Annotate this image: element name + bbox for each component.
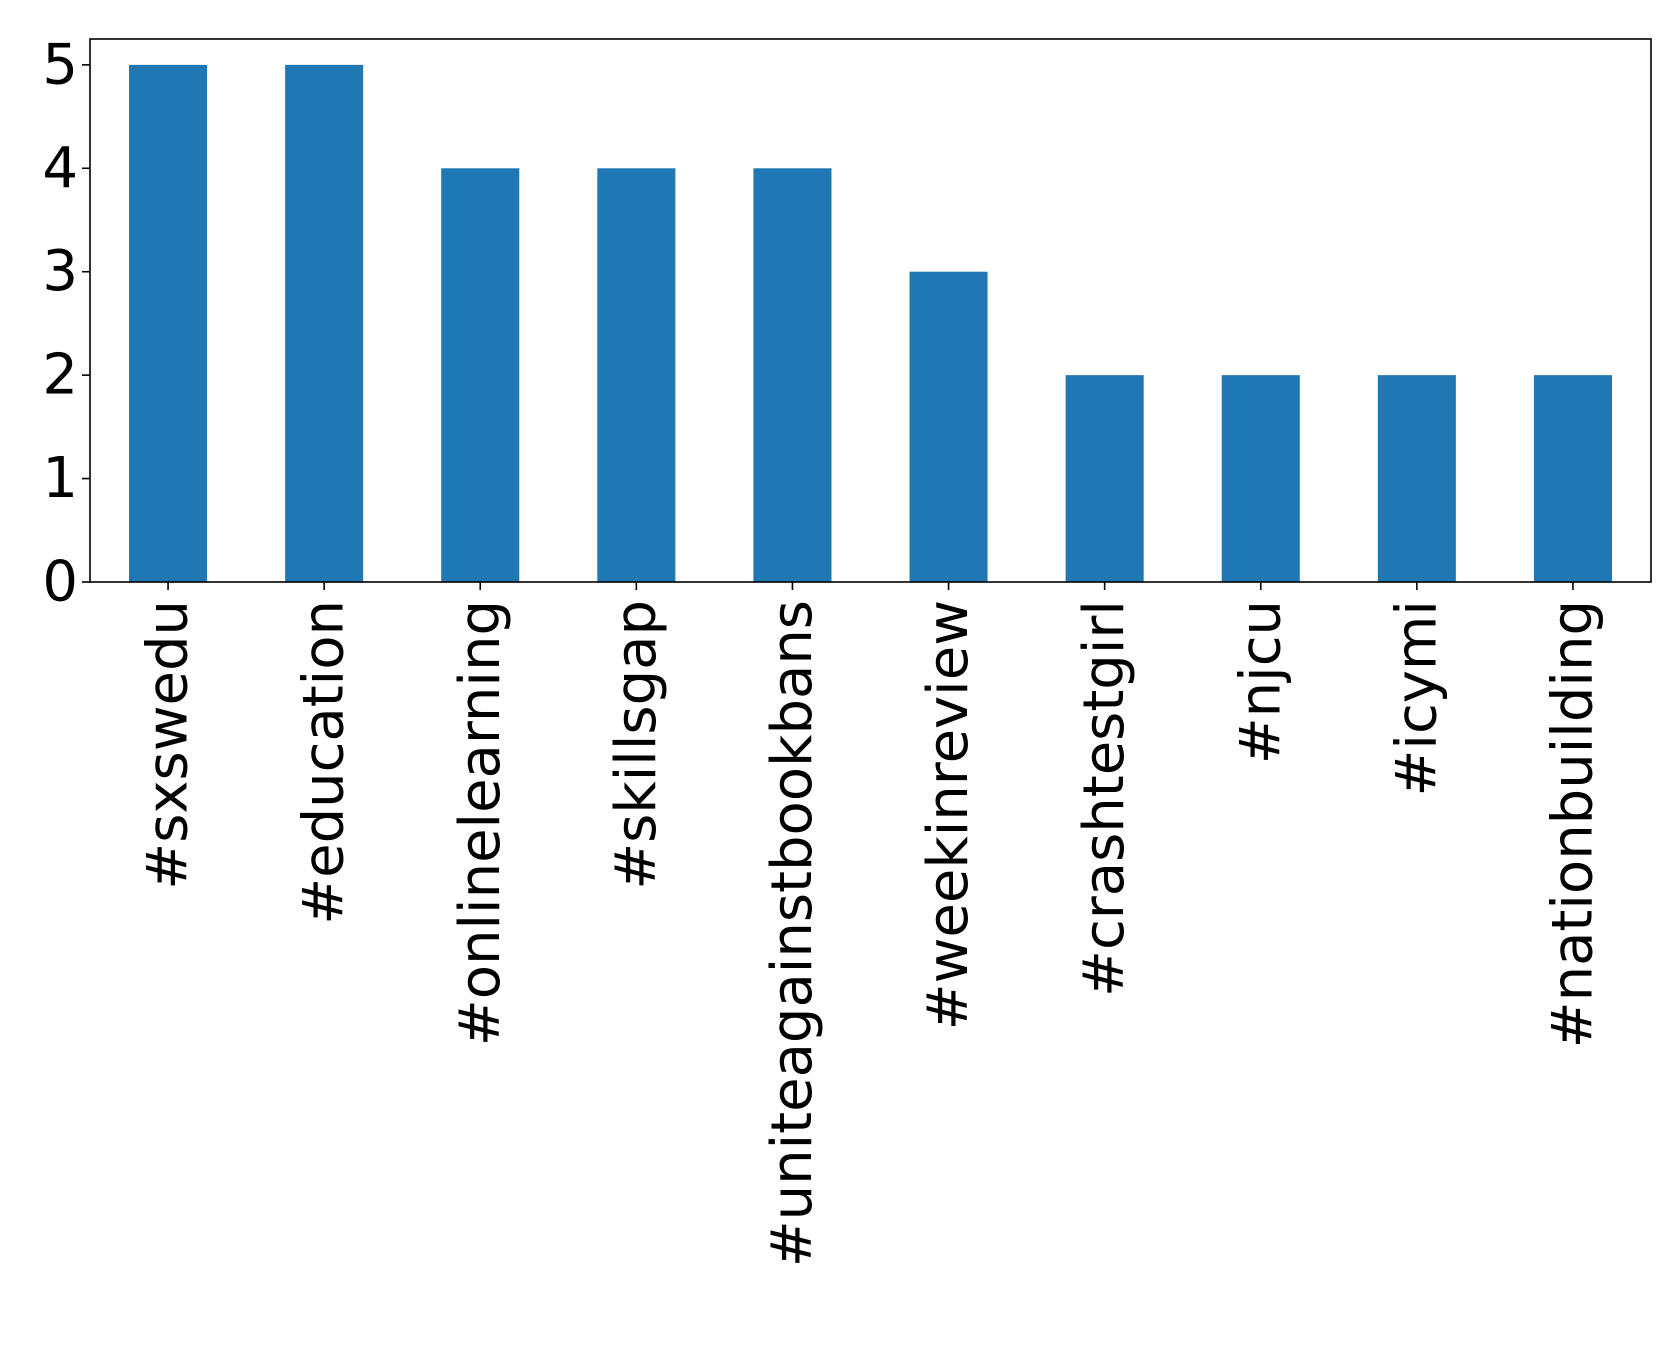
x-tick-label: #sxswedu [136, 600, 201, 890]
y-tick-label: 2 [42, 343, 78, 408]
y-tick-label: 1 [42, 446, 78, 511]
x-tick-label: #nationbuilding [1540, 600, 1605, 1048]
bar-onlinelearning [441, 168, 520, 583]
x-tick-label: #education [292, 600, 357, 925]
x-tick-label: #skillsgap [604, 600, 669, 890]
y-tick-label: 4 [42, 136, 78, 201]
y-tick-label: 3 [42, 239, 78, 304]
y-tick-label: 0 [42, 550, 78, 615]
bar-icymi [1377, 375, 1456, 582]
plot-frame [89, 38, 1652, 583]
bar-njcu [1221, 375, 1300, 582]
x-tick-label: #uniteagainstbookbans [760, 600, 825, 1267]
y-tick-label: 5 [42, 32, 78, 97]
bar-weekinreview [909, 271, 988, 582]
bar-crashtestgirl [1065, 375, 1144, 582]
x-axis: #sxswedu #education #onlinelearning #skills… [136, 582, 1605, 1267]
bar-uniteagainstbookbans [753, 168, 832, 583]
x-tick-label: #weekinreview [916, 600, 981, 1030]
bar-education [285, 64, 364, 583]
x-tick-label: #icymi [1384, 600, 1449, 797]
bar-nationbuilding [1533, 375, 1612, 582]
y-axis: 0 1 2 3 4 5 [42, 32, 90, 615]
bar-sxswedu [129, 64, 208, 583]
x-tick-label: #onlinelearning [448, 600, 513, 1046]
bar-skillsgap [597, 168, 676, 583]
x-tick-label: #crashtestgirl [1072, 600, 1137, 997]
x-tick-label: #njcu [1228, 600, 1293, 764]
bars-group [129, 64, 1612, 583]
